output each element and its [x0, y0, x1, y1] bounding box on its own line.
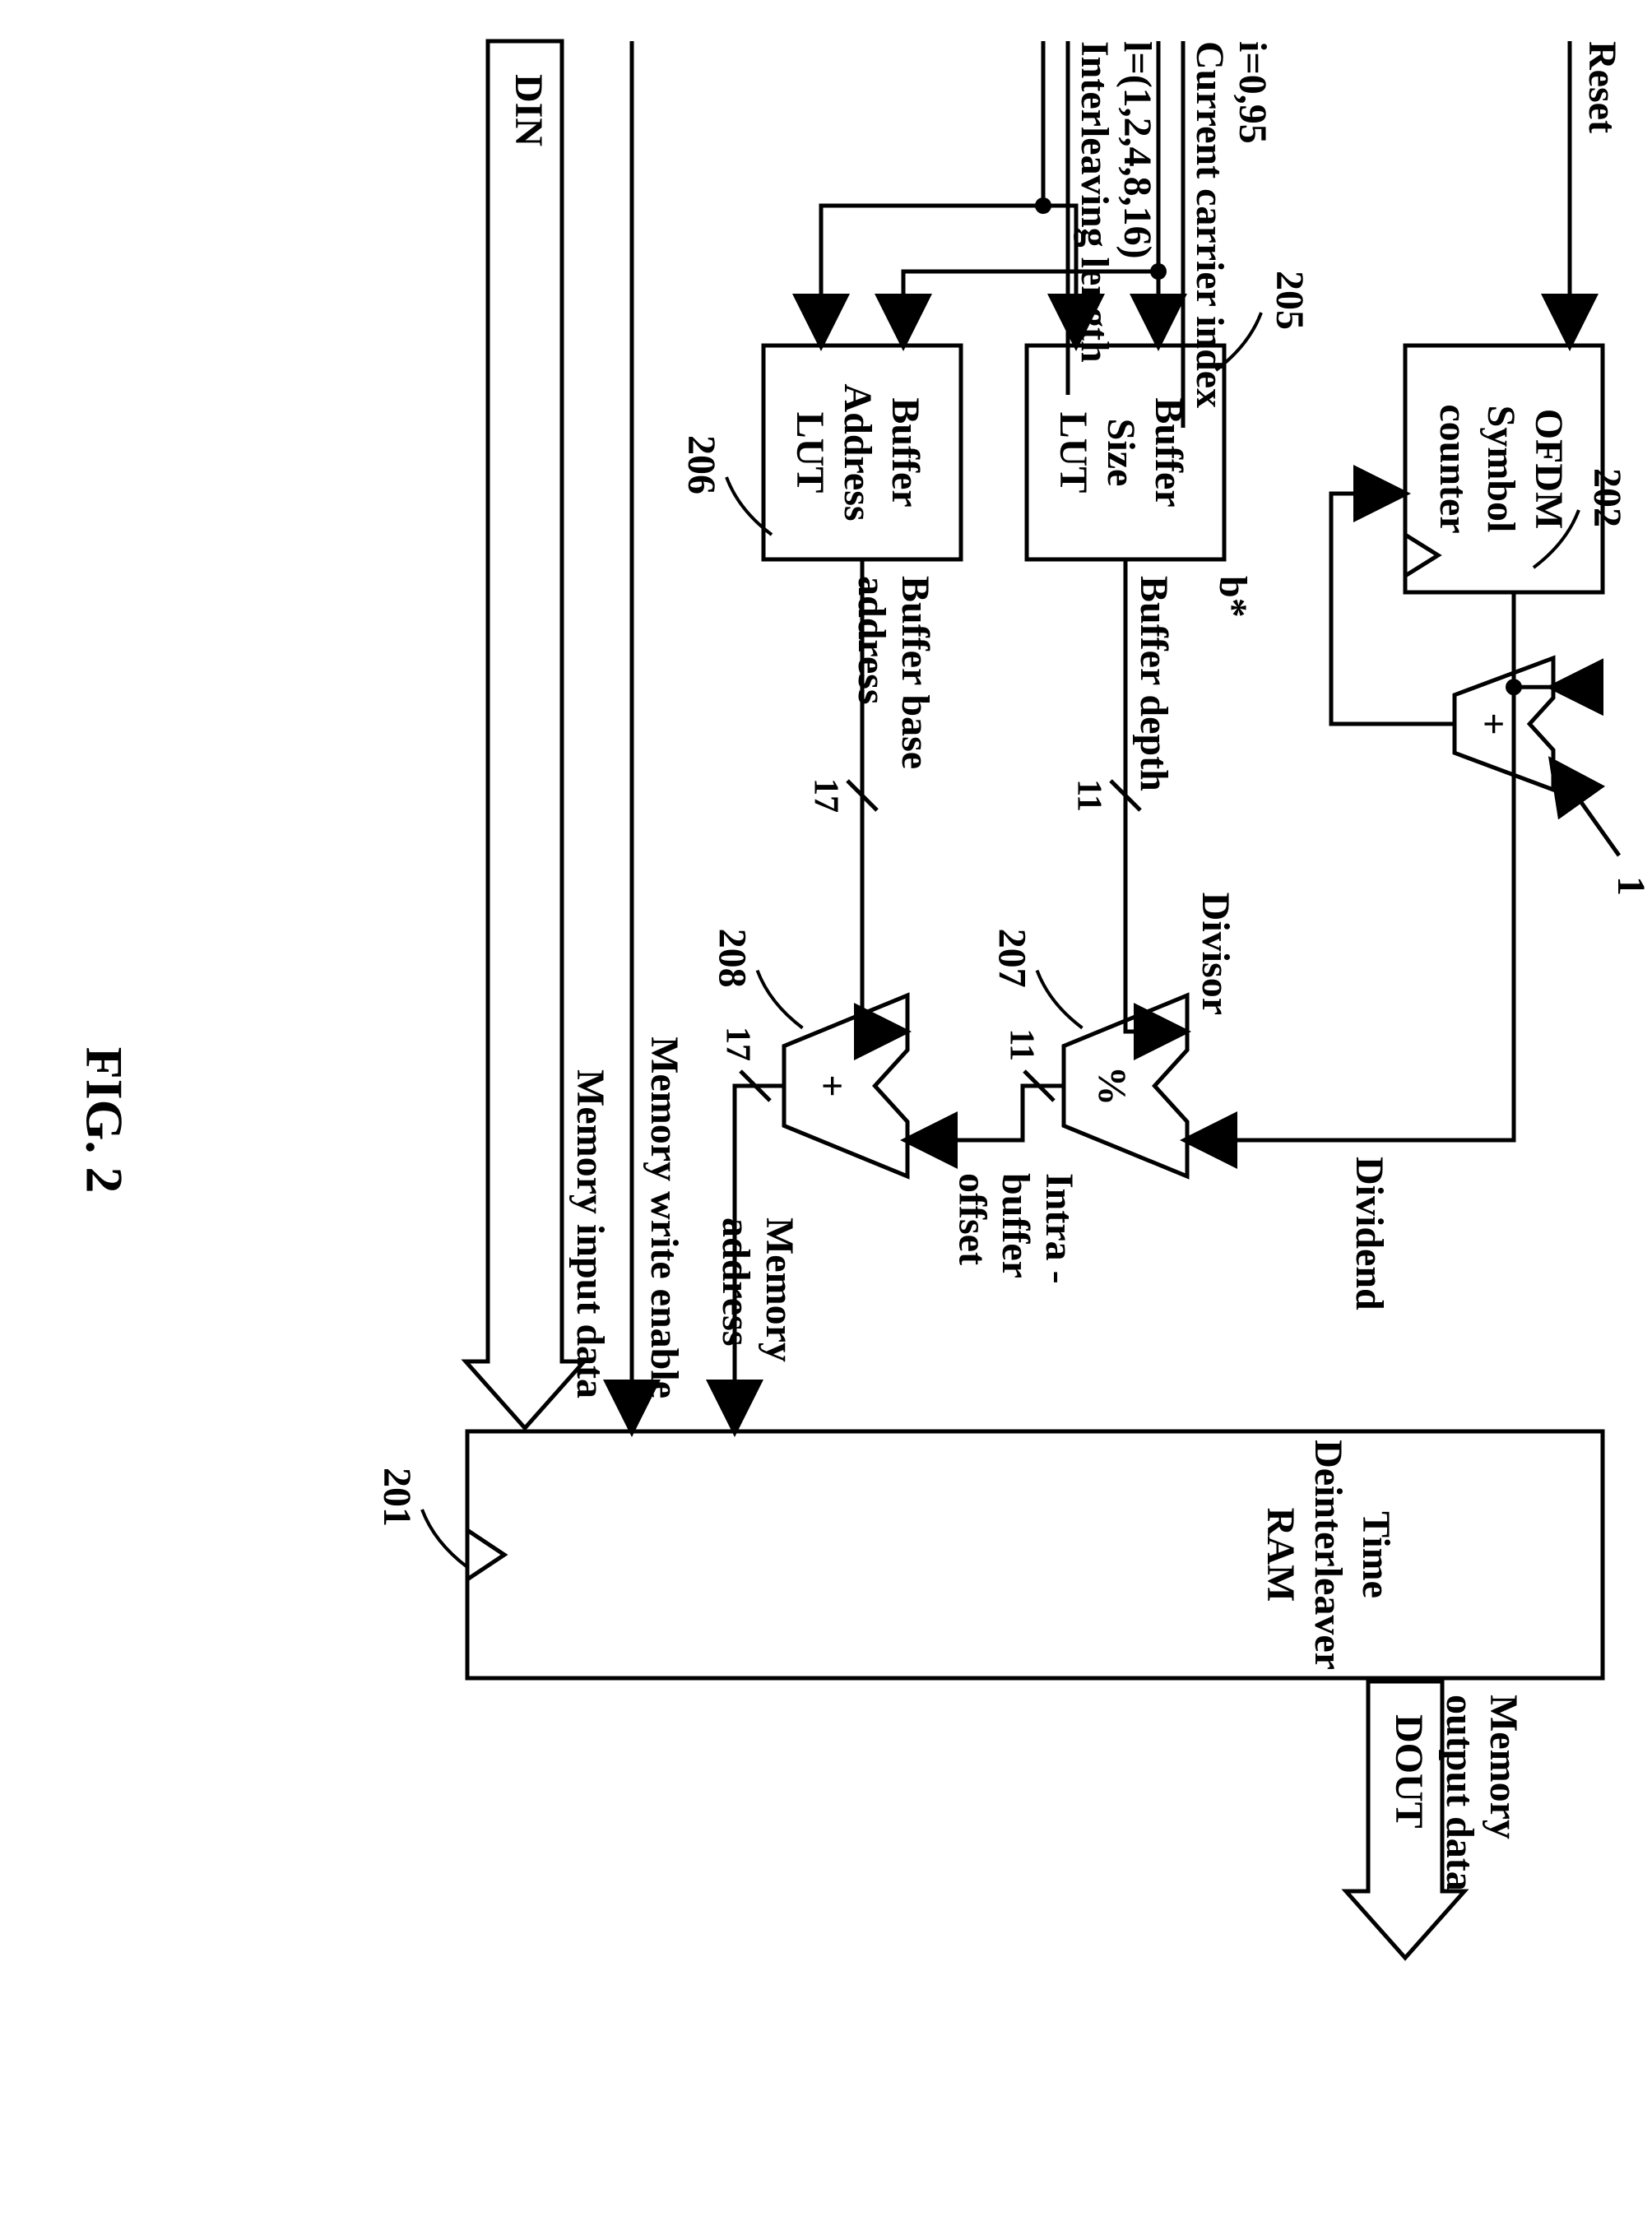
- buffer-addr-lut-text: Address: [836, 383, 879, 521]
- ofdm-counter-text: counter: [1432, 404, 1475, 533]
- wire-mod-to-add: [906, 1086, 1064, 1140]
- ref-201-text: 201: [375, 1468, 419, 1527]
- deinterleaver-ram-text: Time: [1354, 1511, 1398, 1598]
- ref-201-leader: [422, 1510, 467, 1567]
- label-mem-we: Memory write enable: [643, 1037, 686, 1398]
- label-mem-out: Memoryoutput data: [1438, 1695, 1525, 1891]
- wire-l-to-size: [1043, 206, 1076, 346]
- figure-canvas: OFDMSymbolcounter202+1BufferSizeLUT205Bu…: [0, 0, 1652, 2240]
- label-l-range: l=(1,2,4,8,16): [1116, 41, 1159, 259]
- wire-l-to-addr: [821, 206, 1043, 346]
- label-i: Current carrier index: [1188, 41, 1232, 408]
- deinterleaver-ram-text: Deinterleaver: [1306, 1440, 1350, 1670]
- bits-add-out: 17: [718, 1027, 756, 1061]
- ref-202-text: 202: [1585, 468, 1629, 527]
- adder-op-label: +: [810, 1074, 854, 1097]
- wire-i-to-addr: [903, 271, 1158, 346]
- label-memory-address: Memoryaddress: [714, 1217, 801, 1362]
- deinterleaver-ram-text: RAM: [1259, 1508, 1302, 1602]
- wire-const1: [1552, 761, 1619, 856]
- label-dividend: Dividend: [1348, 1157, 1391, 1310]
- label-intra-buffer-offset: Intra -bufferoffset: [950, 1173, 1081, 1284]
- dout-arrow-label: DOUT: [1387, 1714, 1431, 1829]
- ref-208-leader: [758, 971, 803, 1028]
- buffer-size-lut-text: LUT: [1051, 412, 1095, 494]
- label-i-range: i=0,95: [1231, 41, 1274, 144]
- ref-205-text: 205: [1268, 271, 1311, 330]
- din-arrow-label: DIN: [507, 74, 550, 146]
- ofdm-clock-tri: [1405, 535, 1438, 576]
- label-buffer-depth: Buffer depth: [1132, 576, 1176, 791]
- buffer-size-lut-text: Size: [1099, 419, 1143, 487]
- ref-207-text: 207: [990, 929, 1033, 988]
- label-l: Interleaving length: [1073, 41, 1116, 363]
- modulo-op-label: %: [1090, 1066, 1134, 1106]
- deinterleaver-ram-block: [467, 1431, 1603, 1678]
- buffer-addr-lut-text: Buffer: [884, 397, 927, 507]
- bits-buffer-base: 17: [806, 778, 844, 813]
- ref-206-text: 206: [680, 435, 723, 494]
- ref-207-leader: [1037, 971, 1083, 1028]
- ofdm-counter-text: Symbol: [1479, 406, 1523, 533]
- label-reset: Reset: [1580, 41, 1624, 133]
- label-bstar: b*: [1211, 576, 1255, 618]
- ref-208-text: 208: [710, 929, 754, 988]
- din-arrow: [466, 41, 584, 1428]
- ram-clock-tri: [467, 1530, 504, 1579]
- ofdm-counter-text: OFDM: [1527, 409, 1571, 530]
- incrementer-op-label: +: [1472, 712, 1515, 735]
- bits-mod-out: 11: [1002, 1028, 1040, 1061]
- buffer-addr-lut-text: LUT: [788, 412, 832, 494]
- const-1-label: 1: [1609, 876, 1652, 896]
- label-divisor: Divisor: [1194, 893, 1237, 1015]
- figure-label: FIG. 2: [75, 1047, 133, 1194]
- bits-buffer-depth: 11: [1070, 779, 1107, 812]
- label-mem-in: Memory input data: [568, 1069, 612, 1398]
